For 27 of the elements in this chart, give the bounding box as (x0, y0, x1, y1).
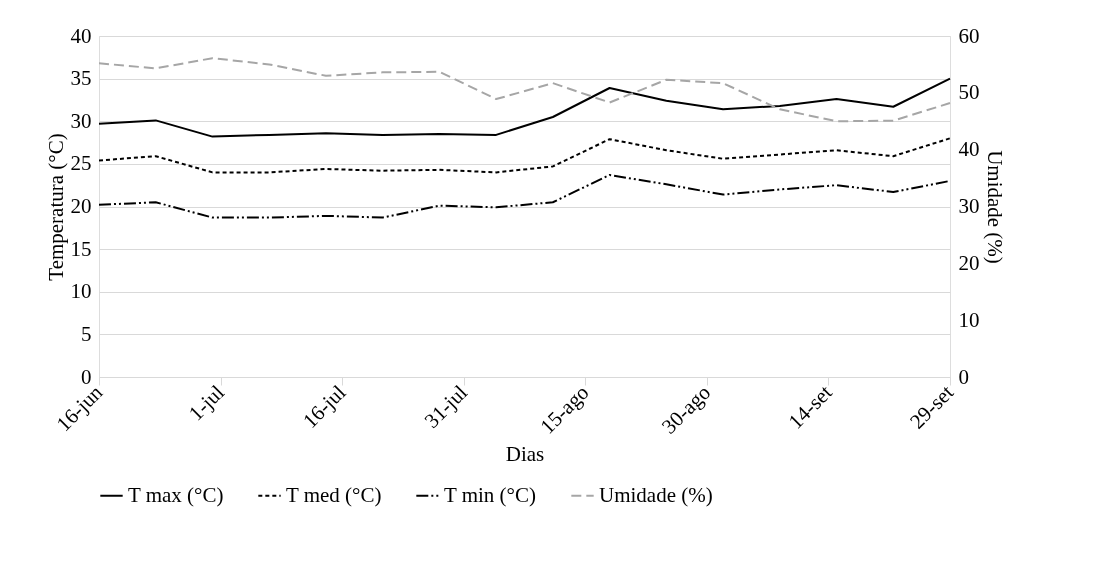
legend-label: T max (°C) (128, 482, 224, 507)
x-axis-title: Dias (505, 441, 545, 466)
line-series (98, 173, 951, 219)
y2-tick-label: 60 (958, 23, 980, 48)
line-series (98, 137, 951, 174)
y2-tick-label: 10 (958, 307, 980, 332)
y-tick-label: 25 (70, 151, 92, 176)
y2-tick-label: 50 (958, 80, 980, 105)
y-tick-label: 5 (81, 321, 92, 346)
y-tick-label: 15 (70, 236, 92, 261)
line-series (98, 57, 951, 123)
y-tick-label: 40 (70, 23, 92, 48)
y2-tick-label: 30 (958, 194, 980, 218)
y-axis-title: Temperatura (°C) (43, 133, 68, 281)
y2-tick-label: 20 (958, 250, 980, 275)
y2-tick-label: 40 (958, 137, 980, 162)
y2-axis-title: Umidade (%) (982, 150, 1007, 264)
y-tick-label: 10 (70, 279, 92, 304)
line-series (98, 77, 951, 138)
y-tick-label: 35 (70, 66, 92, 91)
y2-tick-label: 0 (958, 364, 969, 389)
legend-label: Umidade (%) (599, 482, 713, 507)
y-tick-label: 20 (70, 194, 92, 218)
y-tick-label: 30 (70, 108, 92, 133)
legend-label: T med (°C) (286, 482, 382, 507)
legend-label: T min (°C) (444, 482, 537, 507)
y-tick-label: 0 (81, 364, 92, 389)
